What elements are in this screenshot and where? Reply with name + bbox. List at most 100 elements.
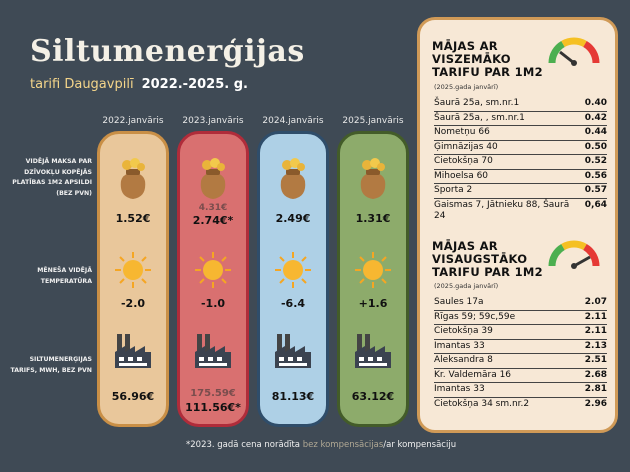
house-price: 0.56 bbox=[584, 170, 607, 181]
list-item: Sporta 2 0.57 bbox=[434, 184, 607, 199]
page-title: Siltumenerģijas bbox=[30, 34, 305, 69]
house-name: Imantas 33 bbox=[434, 340, 485, 351]
house-name: Kr. Valdemāra 16 bbox=[434, 369, 512, 380]
list-item: Kr. Valdemāra 16 2.68 bbox=[434, 369, 607, 383]
house-price: 2.13 bbox=[584, 340, 607, 351]
price-2024: 2.49€ bbox=[275, 212, 311, 225]
list-item: Cietokšņa 39 2.11 bbox=[434, 325, 607, 340]
lowest-title-line: MĀJAS AR bbox=[432, 39, 498, 53]
factory-icon bbox=[115, 334, 151, 368]
house-price: 2.81 bbox=[584, 384, 607, 394]
money-bag-icon bbox=[280, 158, 306, 199]
list-item: Nometņu 66 0.44 bbox=[434, 126, 607, 141]
factory-icon bbox=[275, 334, 311, 368]
house-price: 0.52 bbox=[584, 156, 607, 166]
list-item: Šaurā 25a, , sm.nr.1 0.42 bbox=[434, 112, 607, 126]
tariff-2023: 111.56€* bbox=[185, 401, 241, 414]
lowest-title: MĀJAS AR VISZEMĀKO TARIFU PAR 1M2 bbox=[432, 40, 543, 79]
sun-icon bbox=[115, 252, 151, 288]
house-price: 2.96 bbox=[584, 398, 607, 409]
page-subtitle: tarifi Daugavpilī 2022.-2025. g. bbox=[30, 77, 248, 92]
lowest-title-line: VISZEMĀKO bbox=[432, 52, 511, 66]
lowest-list: Šaurā 25a, sm.nr.1 0.40 Šaurā 25a, , sm.n… bbox=[434, 97, 607, 224]
price-2022: 1.52€ bbox=[115, 212, 151, 225]
footnote-prefix: *2023. gadā cena norādīta bbox=[186, 440, 303, 450]
money-bag-icon bbox=[120, 158, 146, 199]
list-item: Imantas 33 2.13 bbox=[434, 340, 607, 354]
lowest-title-line: TARIFU PAR 1M2 bbox=[432, 65, 543, 79]
highest-title: MĀJAS AR VISAUGSTĀKO TARIFU PAR 1M2 bbox=[432, 240, 543, 279]
list-item: Saules 17a 2.07 bbox=[434, 296, 607, 311]
house-price: 0.40 bbox=[584, 98, 607, 108]
price-2023: 2.74€* bbox=[192, 214, 234, 227]
list-item: Rīgas 59; 59c,59e 2.11 bbox=[434, 311, 607, 325]
tariff-2024: 81.13€ bbox=[271, 390, 315, 403]
house-price: 2.68 bbox=[584, 369, 607, 380]
tariff-2023-without-compensation: 175.59€ bbox=[190, 388, 236, 399]
house-name: Cietokšņa 39 bbox=[434, 326, 493, 336]
column-header-2022: 2022.janvāris bbox=[102, 116, 164, 126]
house-name: Saules 17a bbox=[434, 297, 484, 307]
house-name: Rīgas 59; 59c,59e bbox=[434, 311, 516, 322]
subtitle-years: 2022.-2025. g. bbox=[141, 77, 248, 92]
price-2023-without-compensation: 4.31€ bbox=[198, 203, 228, 213]
list-item: Cietokšņa 70 0.52 bbox=[434, 155, 607, 170]
list-item: Gaismas 7, Jātnieku 88, Šaurā 24 0,64 bbox=[434, 199, 607, 224]
house-name: Nometņu 66 bbox=[434, 127, 490, 137]
house-name: Sporta 2 bbox=[434, 185, 473, 195]
highest-subtitle: (2025.gada janvārī) bbox=[434, 282, 499, 290]
column-header-2023: 2023.janvāris bbox=[182, 116, 244, 126]
house-price: 0.44 bbox=[584, 127, 607, 137]
gauge-high-icon bbox=[548, 240, 600, 269]
list-item: Cietokšņa 34 sm.nr.2 2.96 bbox=[434, 398, 607, 412]
house-price: 0.50 bbox=[584, 141, 607, 152]
house-price: 2.11 bbox=[584, 311, 607, 322]
house-name: Ģimnāzijas 40 bbox=[434, 141, 498, 152]
temperature-2025: +1.6 bbox=[358, 297, 388, 310]
footnote-highlight: bez kompensācijas bbox=[302, 440, 384, 450]
house-name: Aleksandra 8 bbox=[434, 355, 493, 365]
list-item: Ģimnāzijas 40 0.50 bbox=[434, 141, 607, 155]
highest-title-line: VISAUGSTĀKO bbox=[432, 252, 528, 266]
list-item: Aleksandra 8 2.51 bbox=[434, 354, 607, 369]
tariff-ranking-panel: MĀJAS AR VISZEMĀKO TARIFU PAR 1M2 (2025.… bbox=[417, 17, 618, 433]
sun-icon bbox=[195, 252, 231, 288]
house-price: 2.51 bbox=[584, 355, 607, 365]
subtitle-text: tarifi Daugavpilī bbox=[30, 77, 134, 92]
column-header-2025: 2025.janvāris bbox=[342, 116, 404, 126]
house-name: Cietokšņa 70 bbox=[434, 156, 493, 166]
tariff-2025: 63.12€ bbox=[351, 390, 395, 403]
temperature-2024: -6.4 bbox=[280, 297, 306, 310]
list-item: Imantas 33 2.81 bbox=[434, 383, 607, 398]
house-price: 0,64 bbox=[584, 199, 607, 210]
money-bag-icon-shape bbox=[120, 158, 146, 199]
row-label-tariff: SILTUMENERĢIJAS TARIFS, MWH, BEZ PVN bbox=[10, 356, 92, 374]
footnote: *2023. gadā cena norādīta bez kompensāci… bbox=[186, 440, 456, 450]
tariff-2022: 56.96€ bbox=[111, 390, 155, 403]
list-item: Mihoelsa 60 0.56 bbox=[434, 170, 607, 184]
factory-icon bbox=[355, 334, 391, 368]
house-name: Gaismas 7, Jātnieku 88, Šaurā 24 bbox=[434, 199, 570, 222]
house-name: Imantas 33 bbox=[434, 384, 485, 394]
price-2025: 1.31€ bbox=[355, 212, 391, 225]
temperature-2022: -2.0 bbox=[120, 297, 146, 310]
house-price: 0.42 bbox=[584, 112, 607, 123]
highest-list: Saules 17a 2.07 Rīgas 59; 59c,59e 2.11 Cie… bbox=[434, 296, 607, 411]
lowest-subtitle: (2025.gada janvārī) bbox=[434, 83, 499, 91]
money-bag-icon bbox=[200, 158, 226, 199]
column-header-2024: 2024.janvāris bbox=[262, 116, 324, 126]
house-name: Cietokšņa 34 sm.nr.2 bbox=[434, 398, 530, 409]
house-name: Šaurā 25a, , sm.nr.1 bbox=[434, 112, 525, 123]
house-name: Mihoelsa 60 bbox=[434, 170, 489, 181]
row-label-temperature: MĒNEŠA VIDĒJĀ TEMPERATŪRA bbox=[37, 267, 92, 285]
highest-title-line: TARIFU PAR 1M2 bbox=[432, 265, 543, 279]
sun-icon bbox=[355, 252, 391, 288]
gauge-low-icon bbox=[548, 37, 600, 66]
money-bag-icon bbox=[360, 158, 386, 199]
highest-title-line: MĀJAS AR bbox=[432, 239, 498, 253]
factory-icon bbox=[195, 334, 231, 368]
house-name: Šaurā 25a, sm.nr.1 bbox=[434, 98, 520, 108]
house-price: 0.57 bbox=[584, 185, 607, 195]
footnote-suffix: /ar kompensāciju bbox=[383, 440, 457, 450]
house-price: 2.07 bbox=[584, 297, 607, 307]
